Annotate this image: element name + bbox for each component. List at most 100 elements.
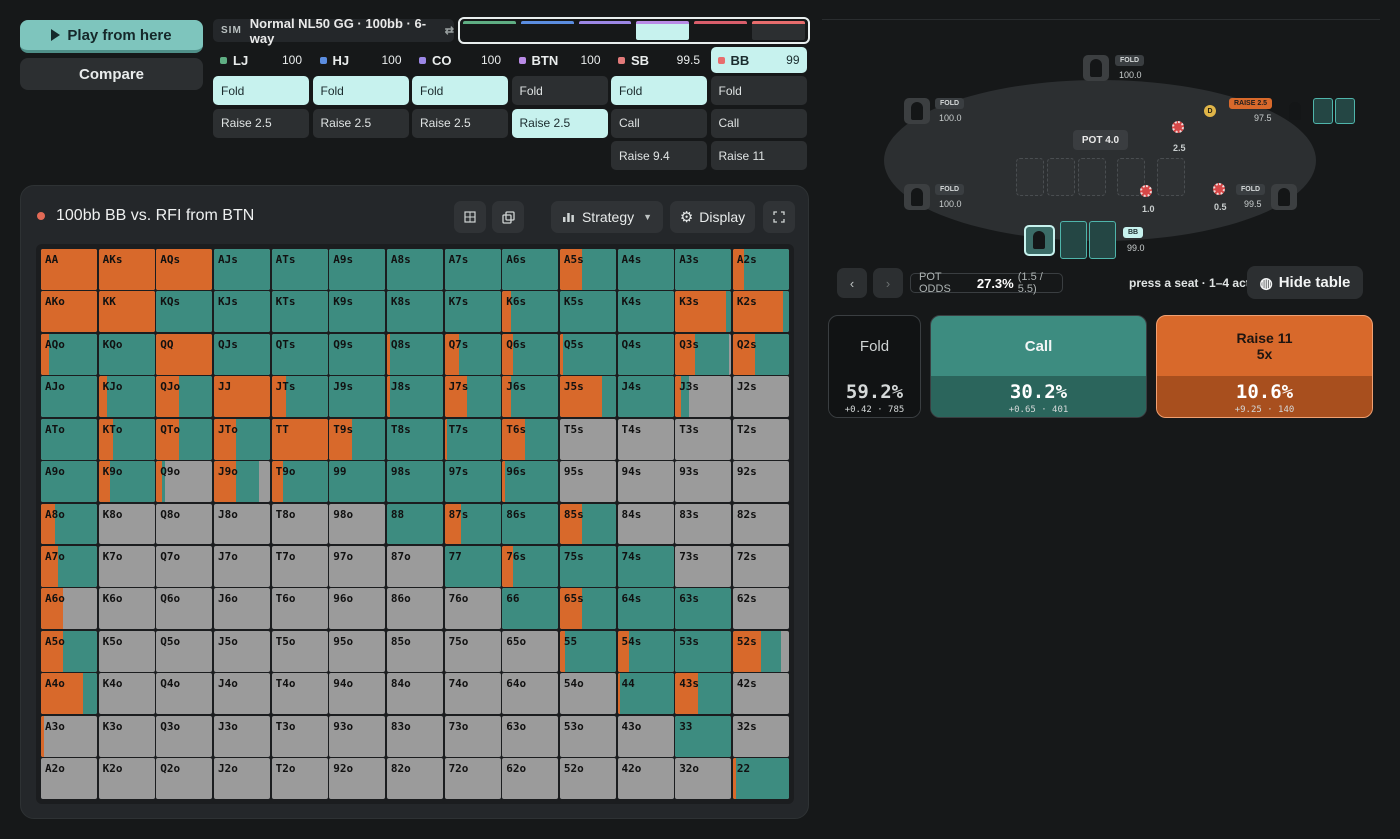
hand-cell-t9s[interactable]: T9s [329, 418, 386, 460]
hand-cell-qjs[interactable]: QJs [213, 333, 271, 375]
hand-cell-a9s[interactable]: A9s [329, 249, 386, 290]
hand-cell-j3o[interactable]: J3o [213, 715, 271, 757]
hand-cell-k3s[interactable]: K3s [675, 291, 732, 333]
hand-cell-a4o[interactable]: A4o [41, 673, 98, 715]
hand-cell-96s[interactable]: 96s [502, 461, 559, 503]
seat-sb-avatar[interactable] [1271, 184, 1297, 210]
hand-cell-92s[interactable]: 92s [732, 461, 789, 503]
hand-cell-a2s[interactable]: A2s [732, 249, 789, 290]
hand-cell-qto[interactable]: QTo [156, 418, 213, 460]
hand-cell-q6s[interactable]: Q6s [502, 333, 559, 375]
hand-cell-k3o[interactable]: K3o [98, 715, 155, 757]
hand-cell-t5o[interactable]: T5o [271, 630, 328, 672]
hand-cell-42s[interactable]: 42s [732, 673, 789, 715]
hand-cell-k7s[interactable]: K7s [444, 291, 501, 333]
action-hj-fold[interactable]: Fold [312, 76, 409, 105]
hand-cell-84o[interactable]: 84o [386, 673, 444, 715]
hand-cell-k2o[interactable]: K2o [98, 758, 155, 799]
hand-cell-a7o[interactable]: A7o [41, 545, 98, 587]
seat-lj-avatar[interactable] [904, 184, 930, 210]
hand-cell-j6s[interactable]: J6s [502, 376, 559, 418]
hand-cell-a3o[interactable]: A3o [41, 715, 98, 757]
hand-cell-a4s[interactable]: A4s [617, 249, 674, 290]
hand-cell-j9o[interactable]: J9o [213, 461, 271, 503]
hand-cell-ajs[interactable]: AJs [213, 249, 271, 290]
hand-cell-54o[interactable]: 54o [559, 673, 617, 715]
hand-cell-93s[interactable]: 93s [675, 461, 732, 503]
hand-cell-a5s[interactable]: A5s [559, 249, 617, 290]
hand-cell-j6o[interactable]: J6o [213, 588, 271, 630]
hand-cell-84s[interactable]: 84s [617, 503, 674, 545]
seat-btn-avatar[interactable] [1282, 98, 1308, 124]
hand-cell-j5s[interactable]: J5s [559, 376, 617, 418]
hand-cell-t8s[interactable]: T8s [386, 418, 444, 460]
hand-cell-t6o[interactable]: T6o [271, 588, 328, 630]
hand-cell-k4o[interactable]: K4o [98, 673, 155, 715]
hand-cell-q3o[interactable]: Q3o [156, 715, 213, 757]
hand-cell-kts[interactable]: KTs [271, 291, 328, 333]
hand-cell-t9o[interactable]: T9o [271, 461, 328, 503]
hand-cell-t5s[interactable]: T5s [559, 418, 617, 460]
hand-cell-92o[interactable]: 92o [329, 758, 386, 799]
hand-cell-94o[interactable]: 94o [329, 673, 386, 715]
hand-cell-j4s[interactable]: J4s [617, 376, 674, 418]
hand-cell-k5s[interactable]: K5s [559, 291, 617, 333]
option-fold[interactable]: Fold 59.2% +0.42 · 785 [828, 315, 921, 418]
strategy-dropdown[interactable]: Strategy ▼ [551, 201, 663, 233]
action-hj-raise-2-5[interactable]: Raise 2.5 [312, 108, 409, 138]
display-button[interactable]: ⚙ Display [670, 201, 755, 233]
player-lj[interactable]: LJ 100 [213, 47, 309, 73]
hand-cell-74s[interactable]: 74s [617, 545, 674, 587]
hand-cell-a6o[interactable]: A6o [41, 588, 98, 630]
hand-cell-88[interactable]: 88 [386, 503, 444, 545]
hand-cell-73s[interactable]: 73s [675, 545, 732, 587]
prev-button[interactable]: ‹ [837, 268, 867, 298]
hand-cell-95o[interactable]: 95o [329, 630, 386, 672]
history-step-sb[interactable] [694, 21, 748, 40]
hand-cell-73o[interactable]: 73o [444, 715, 501, 757]
hand-cell-j3s[interactable]: J3s [675, 376, 732, 418]
hand-cell-q2s[interactable]: Q2s [732, 333, 789, 375]
action-bb-call[interactable]: Call [710, 108, 807, 138]
sim-selector[interactable]: SIM Normal NL50 GG · 100bb · 6-way ⇄ [213, 16, 454, 46]
hand-cell-72o[interactable]: 72o [444, 758, 501, 799]
hand-cell-k4s[interactable]: K4s [617, 291, 674, 333]
player-hj[interactable]: HJ 100 [313, 47, 409, 73]
hand-cell-95s[interactable]: 95s [559, 461, 617, 503]
hand-cell-63o[interactable]: 63o [502, 715, 559, 757]
hand-cell-53s[interactable]: 53s [675, 630, 732, 672]
hand-cell-72s[interactable]: 72s [732, 545, 789, 587]
hand-cell-k5o[interactable]: K5o [98, 630, 155, 672]
hand-cell-96o[interactable]: 96o [329, 588, 386, 630]
hand-cell-k7o[interactable]: K7o [98, 545, 155, 587]
hand-cell-k8s[interactable]: K8s [386, 291, 444, 333]
hand-cell-87o[interactable]: 87o [386, 545, 444, 587]
hand-cell-a3s[interactable]: A3s [675, 249, 732, 290]
seat-bb-avatar[interactable] [1024, 225, 1055, 256]
history-step-co[interactable] [578, 21, 632, 40]
hand-cell-53o[interactable]: 53o [559, 715, 617, 757]
hand-cell-t2o[interactable]: T2o [271, 758, 328, 799]
hand-cell-aqo[interactable]: AQo [41, 333, 98, 375]
hand-cell-a7s[interactable]: A7s [444, 249, 501, 290]
next-button[interactable]: › [873, 268, 903, 298]
hand-cell-q7s[interactable]: Q7s [444, 333, 501, 375]
hand-cell-22[interactable]: 22 [732, 758, 789, 799]
hand-cell-j4o[interactable]: J4o [213, 673, 271, 715]
hand-cell-ajo[interactable]: AJo [41, 376, 98, 418]
hand-cell-33[interactable]: 33 [675, 715, 732, 757]
hand-cell-t4s[interactable]: T4s [617, 418, 674, 460]
hand-cell-j8o[interactable]: J8o [213, 503, 271, 545]
hand-cell-65s[interactable]: 65s [559, 588, 617, 630]
hand-cell-75o[interactable]: 75o [444, 630, 501, 672]
hand-cell-k6s[interactable]: K6s [502, 291, 559, 333]
action-sb-call[interactable]: Call [611, 108, 707, 138]
hand-cell-jj[interactable]: JJ [213, 376, 271, 418]
hand-cell-a8o[interactable]: A8o [41, 503, 98, 545]
hand-cell-43s[interactable]: 43s [675, 673, 732, 715]
copy-button[interactable] [492, 201, 524, 233]
hand-cell-j5o[interactable]: J5o [213, 630, 271, 672]
hand-cell-43o[interactable]: 43o [617, 715, 674, 757]
hand-cell-t7s[interactable]: T7s [444, 418, 501, 460]
hand-cell-t3o[interactable]: T3o [271, 715, 328, 757]
